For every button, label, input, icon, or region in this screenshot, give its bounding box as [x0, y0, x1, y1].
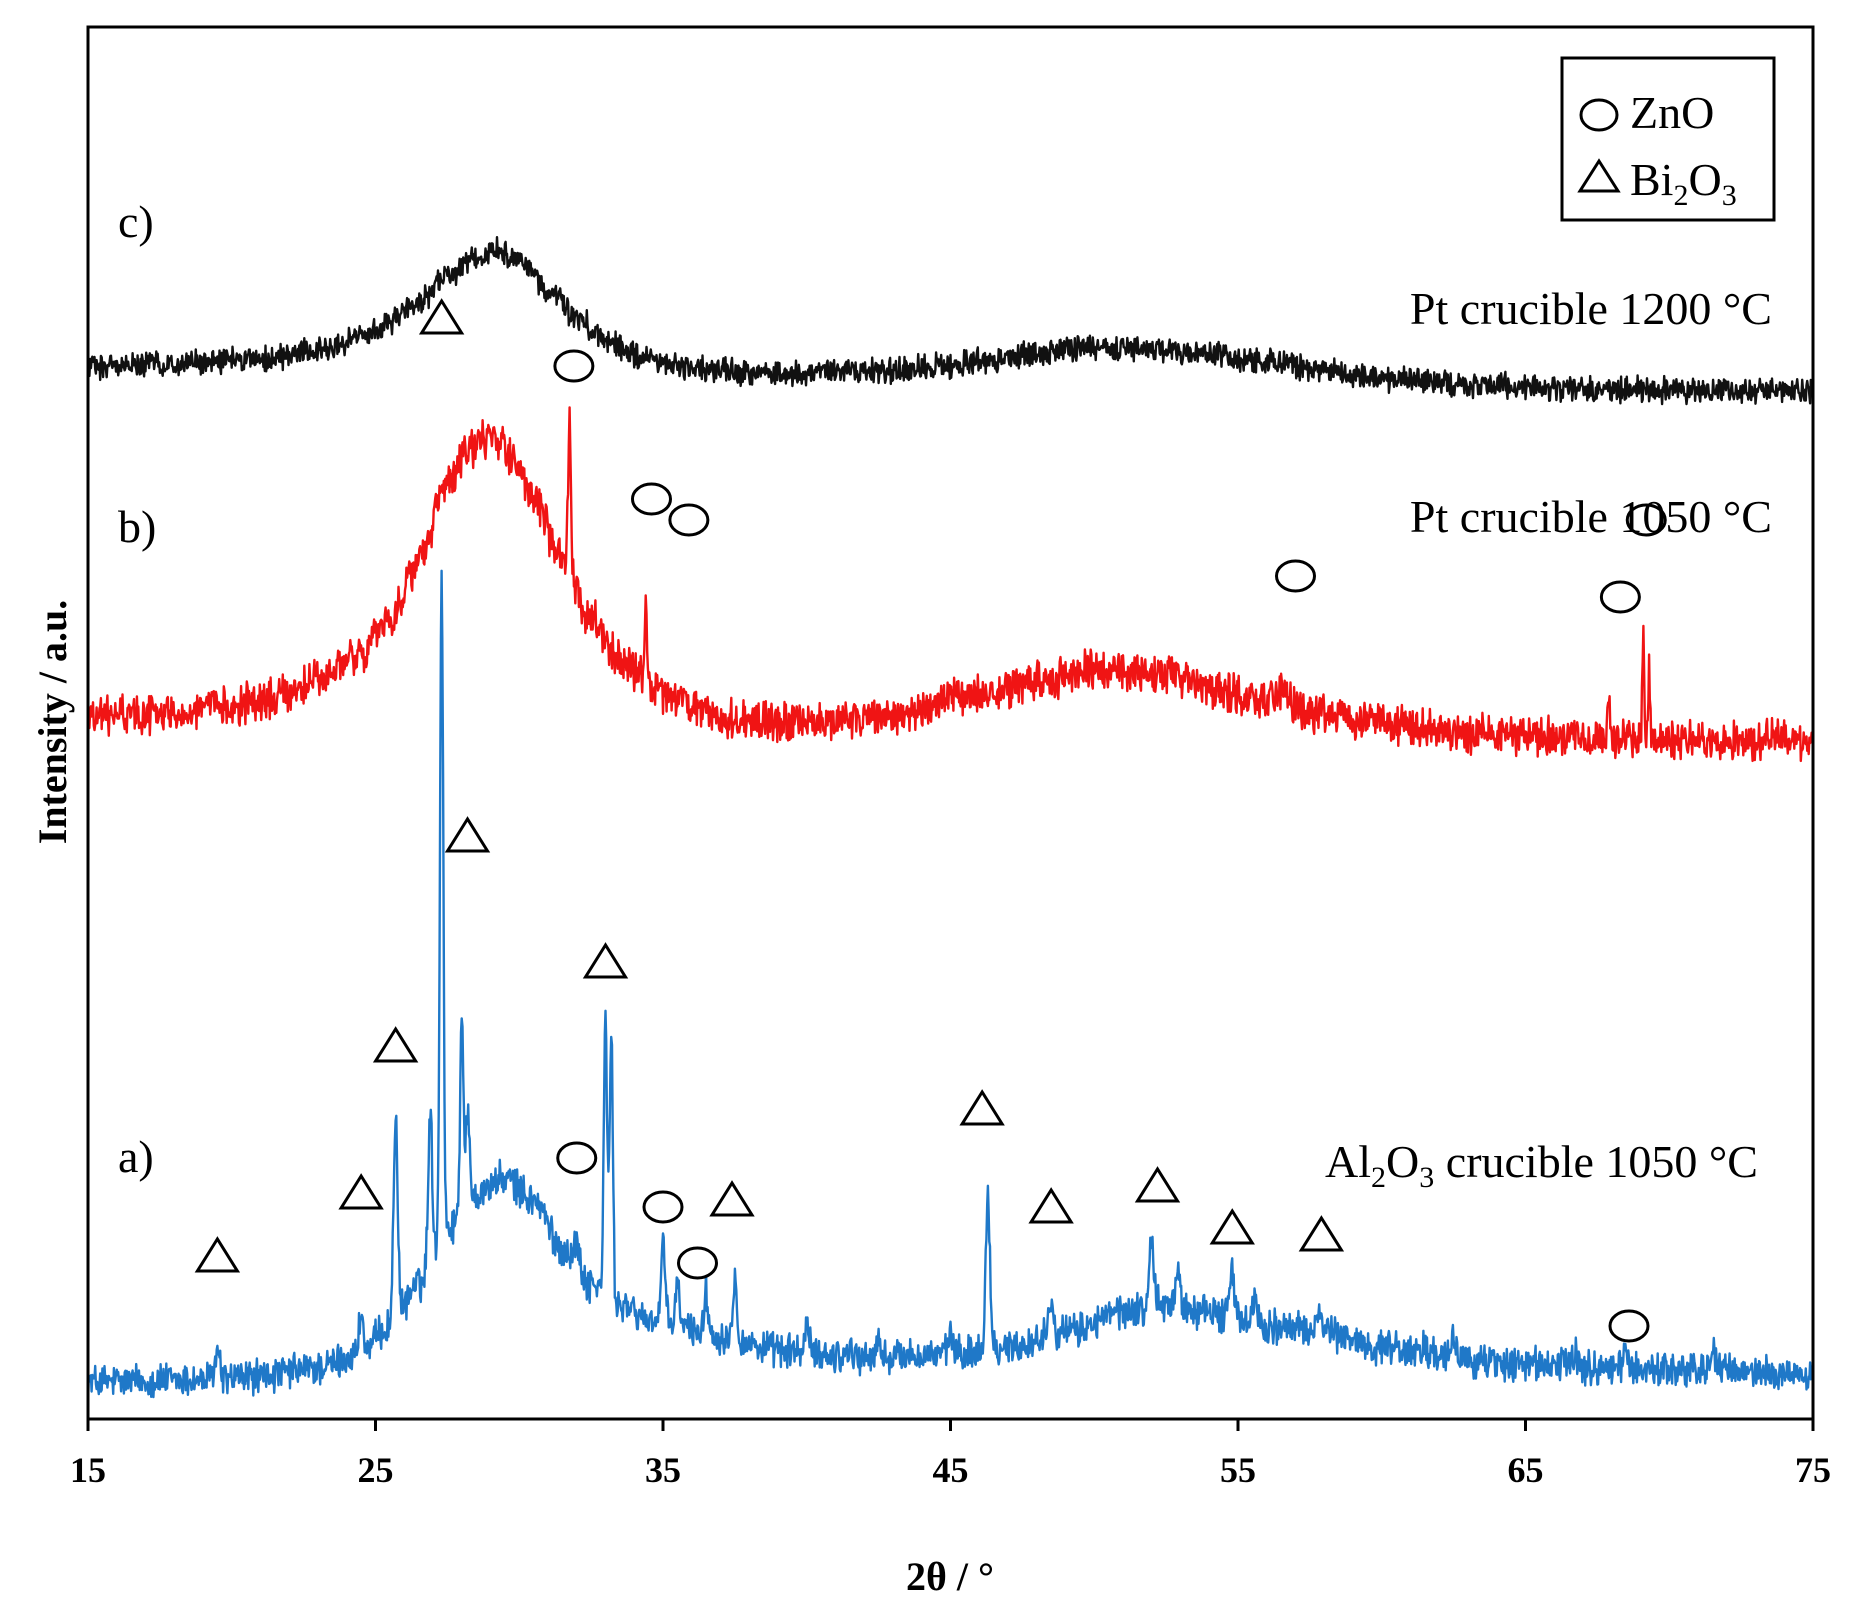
series-c-line — [87, 235, 1815, 406]
x-tick-label: 65 — [1508, 1450, 1544, 1490]
zno-marker — [668, 503, 710, 537]
zno-marker — [631, 482, 672, 516]
x-tick-label: 35 — [645, 1450, 681, 1490]
bi2o3-marker — [418, 298, 465, 335]
series-layer — [86, 235, 1815, 1403]
x-tick-label: 15 — [70, 1450, 106, 1490]
series-b-line — [86, 406, 1814, 763]
reference-marker-layer — [194, 298, 1667, 1343]
x-tick-label: 25 — [358, 1450, 394, 1490]
legend-box — [1560, 56, 1776, 222]
bi2o3-marker — [959, 1089, 1005, 1126]
x-tick-label: 75 — [1795, 1450, 1831, 1490]
bi2o3-marker — [338, 1173, 384, 1210]
series-c-label: Pt crucible 1200 °C — [1410, 283, 1772, 334]
y-axis-label: Intensity / a.u. — [30, 600, 75, 845]
zno-marker — [556, 1141, 598, 1175]
x-axis: 15 25 35 45 55 65 75 — [70, 1419, 1831, 1490]
zno-marker — [1608, 1309, 1650, 1343]
series-a-label: Al2O3 crucible 1050 °C — [1325, 1136, 1758, 1194]
x-axis-label: 2θ / ° — [906, 1554, 994, 1599]
zno-marker — [1599, 580, 1641, 614]
legend: ZnO Bi2O3 — [1560, 56, 1776, 222]
legend-circle-icon — [1579, 98, 1619, 132]
bi2o3-marker — [582, 942, 629, 979]
bi2o3-marker — [1134, 1166, 1181, 1203]
bi2o3-marker — [444, 816, 491, 853]
bi2o3-marker — [1209, 1208, 1255, 1245]
series-a-line — [86, 569, 1815, 1403]
plot-frame — [86, 25, 1815, 1421]
series-b-label: Pt crucible 1050 °C — [1410, 491, 1772, 542]
zno-marker — [677, 1246, 718, 1280]
zno-marker — [1275, 559, 1316, 593]
zno-marker — [553, 349, 595, 383]
legend-zno-label: ZnO — [1630, 87, 1714, 138]
bi2o3-marker — [372, 1026, 419, 1063]
x-tick-label: 45 — [933, 1450, 969, 1490]
bi2o3-marker — [1028, 1187, 1074, 1224]
series-a-tag: a) — [118, 1131, 154, 1182]
legend-triangle-icon — [1577, 158, 1621, 193]
zno-marker — [1625, 503, 1667, 537]
bi2o3-marker — [709, 1180, 755, 1217]
series-c-tag: c) — [118, 196, 154, 247]
bi2o3-marker — [194, 1236, 241, 1273]
bi2o3-marker — [1298, 1215, 1345, 1252]
x-tick-label: 55 — [1220, 1450, 1256, 1490]
zno-marker — [642, 1190, 684, 1224]
series-b-tag: b) — [118, 501, 156, 552]
legend-bi2o3-label: Bi2O3 — [1630, 154, 1737, 212]
